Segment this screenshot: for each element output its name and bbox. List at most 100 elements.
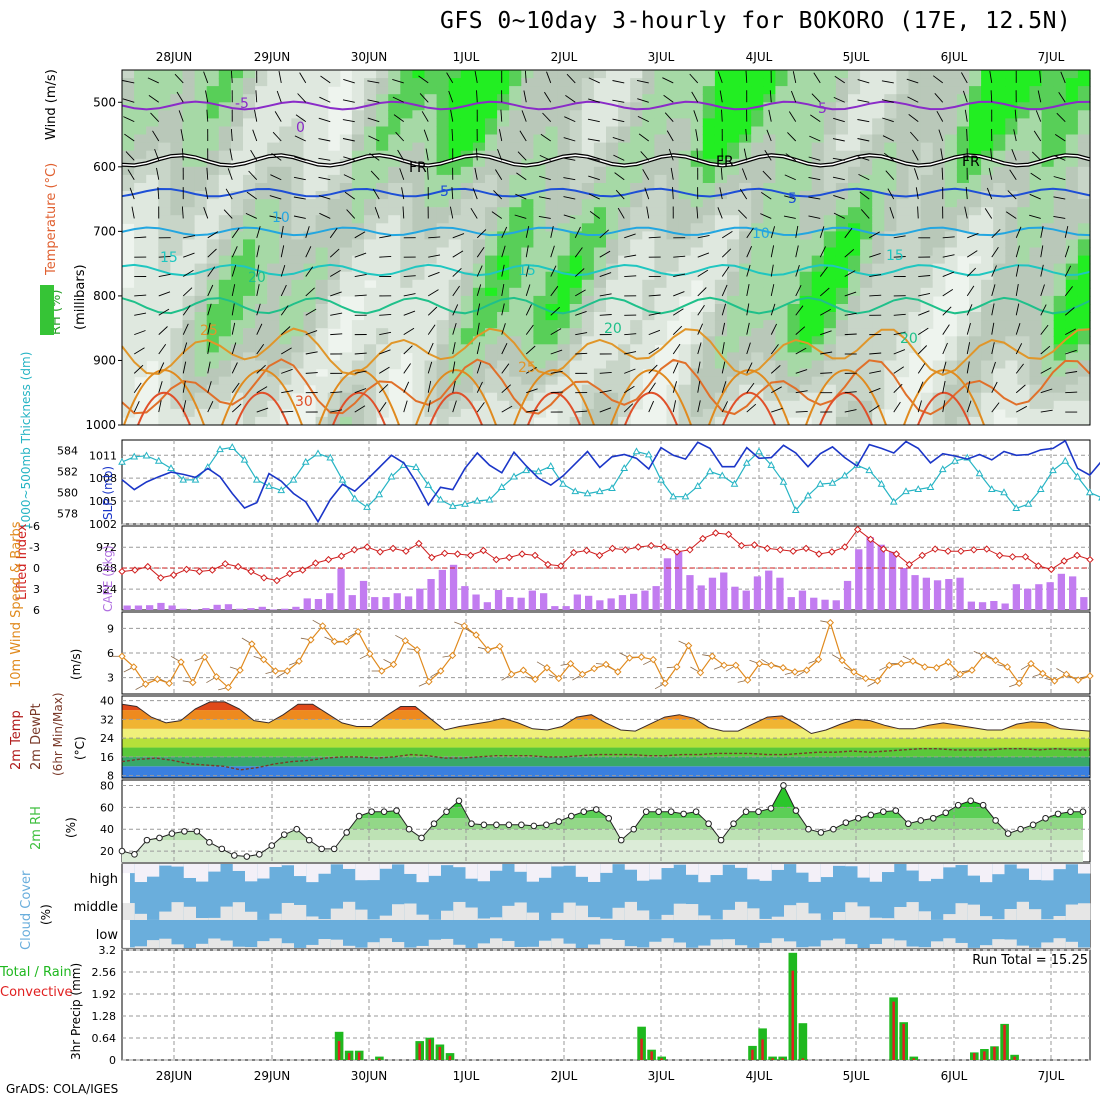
wind-barb bbox=[768, 109, 772, 122]
rh-shade-cell bbox=[170, 166, 184, 176]
thickness-marker bbox=[632, 447, 641, 455]
rh-shade-cell bbox=[497, 94, 510, 103]
rh-shade-cell bbox=[412, 295, 426, 305]
rh-shade-cell bbox=[545, 247, 559, 257]
rh-shade-cell bbox=[545, 376, 559, 386]
cape-bar bbox=[528, 590, 536, 610]
wind-barb bbox=[476, 247, 485, 258]
rh-shade-cell bbox=[1041, 70, 1055, 79]
rh-shade-cell bbox=[1041, 150, 1055, 160]
rh-shade-cell bbox=[545, 344, 559, 353]
rh-shade-cell bbox=[291, 199, 305, 208]
wind-barb bbox=[134, 347, 145, 355]
rh-shade-cell bbox=[1017, 295, 1031, 305]
rh-shade-cell bbox=[993, 312, 1006, 321]
cloud-gap bbox=[1004, 909, 1017, 920]
rh-shade-cell bbox=[944, 207, 958, 216]
rh-shade-cell bbox=[122, 78, 135, 87]
rh-shade-cell bbox=[485, 287, 498, 297]
rh-shade-cell bbox=[702, 118, 716, 128]
isotherm-label: FR bbox=[409, 160, 427, 176]
rh-shade-cell bbox=[896, 304, 910, 313]
rh-shade-cell bbox=[1065, 408, 1079, 418]
wind-barb bbox=[231, 303, 235, 316]
cloud-gap bbox=[796, 864, 809, 873]
rh-shade-cell bbox=[267, 102, 280, 111]
rh-shade-cell bbox=[1077, 110, 1091, 119]
rh-shade-cell bbox=[714, 328, 728, 337]
rh-shade-cell bbox=[436, 150, 450, 160]
rh-shade-cell bbox=[497, 239, 510, 249]
wind10-marker bbox=[1050, 677, 1059, 685]
rh-shade-cell bbox=[702, 376, 716, 386]
li-marker bbox=[363, 543, 371, 551]
wind10-marker bbox=[531, 675, 539, 683]
rh-shade-cell bbox=[448, 166, 462, 176]
rh-shade-cell bbox=[618, 158, 631, 168]
rh-shade-cell bbox=[243, 126, 256, 136]
rh-shade-cell bbox=[606, 352, 619, 362]
wind-barb bbox=[158, 308, 170, 316]
rh-shade-cell bbox=[1077, 86, 1091, 95]
rh-shade-cell bbox=[581, 416, 595, 426]
rh-shade-cell bbox=[884, 126, 897, 136]
cape-bar bbox=[765, 570, 773, 610]
rh-shade-cell bbox=[956, 215, 970, 224]
rh-shade-cell bbox=[690, 344, 704, 353]
rh-shade-cell bbox=[593, 199, 607, 208]
rh-shade-cell bbox=[315, 263, 329, 273]
rh-shade-cell bbox=[630, 295, 643, 305]
wind-barb bbox=[637, 98, 649, 103]
wind-barb bbox=[882, 135, 894, 142]
rh-shade-cell bbox=[932, 134, 946, 144]
rh-shade-cell bbox=[775, 118, 789, 128]
cloud-gap bbox=[134, 946, 147, 948]
rh-shade-cell bbox=[557, 376, 571, 386]
pressure-tick: 1000 bbox=[85, 418, 116, 432]
cloud-gap bbox=[943, 938, 956, 948]
rh-shade-cell bbox=[896, 271, 910, 281]
rh-shade-cell bbox=[533, 352, 547, 362]
rh-shade-cell bbox=[860, 287, 873, 297]
rh-shade-cell bbox=[799, 320, 813, 329]
cloud-gap bbox=[661, 914, 674, 920]
rh-shade-cell bbox=[944, 360, 958, 370]
rh-shade-cell bbox=[182, 263, 196, 273]
rh-shade-cell bbox=[739, 86, 752, 95]
cloud-gap bbox=[551, 912, 564, 920]
wind-barb bbox=[832, 157, 845, 161]
rh-shade-cell bbox=[1053, 271, 1067, 281]
rh-shade-cell bbox=[908, 207, 922, 216]
wind10-marker bbox=[330, 637, 339, 646]
rh-shade-cell bbox=[460, 384, 474, 394]
rh-shade-cell bbox=[1017, 231, 1031, 241]
rh-shade-cell bbox=[981, 304, 994, 313]
rh-shade-cell bbox=[291, 295, 305, 305]
wind-barb bbox=[428, 254, 441, 258]
rh-shade-cell bbox=[485, 239, 498, 249]
rh-shade-cell bbox=[751, 416, 764, 426]
rh-shade-cell bbox=[956, 134, 970, 144]
isotherm-label: 25 bbox=[518, 360, 536, 376]
rh-shade-cell bbox=[315, 271, 329, 281]
rh-shade-cell bbox=[896, 360, 910, 370]
wind-barb bbox=[181, 206, 184, 219]
rh-shade-cell bbox=[351, 158, 365, 168]
rh-shade-cell bbox=[291, 271, 305, 281]
rh-shade-cell bbox=[932, 150, 946, 160]
wind-barb bbox=[256, 303, 261, 316]
rh-shade-cell bbox=[666, 392, 680, 402]
rh-shade-cell bbox=[557, 255, 571, 265]
rh-shade-cell bbox=[848, 344, 861, 353]
rh-shade-cell bbox=[436, 110, 450, 119]
cloud-gap bbox=[980, 945, 993, 948]
rh-shade-cell bbox=[642, 255, 655, 265]
rh-shade-cell bbox=[424, 271, 438, 281]
rh-shade-cell bbox=[811, 215, 825, 224]
rh-shade-cell bbox=[364, 312, 377, 321]
rh-shade-cell bbox=[702, 126, 716, 136]
rh-shade-cell bbox=[460, 279, 474, 289]
cloud-gap bbox=[441, 910, 454, 920]
rh-shade-cell bbox=[811, 416, 825, 426]
rh-shade-cell bbox=[956, 102, 970, 111]
